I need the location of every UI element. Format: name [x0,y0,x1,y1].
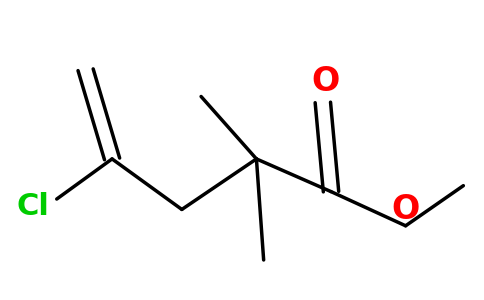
Text: Cl: Cl [16,192,49,221]
Text: O: O [311,65,339,98]
Text: O: O [392,193,420,226]
